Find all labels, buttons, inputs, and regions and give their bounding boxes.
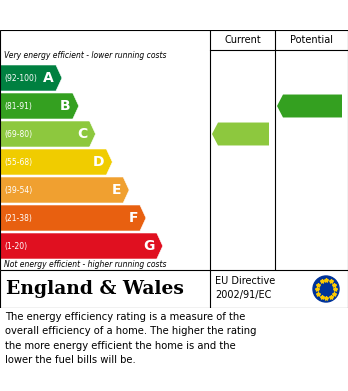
Text: (81-91): (81-91): [4, 102, 32, 111]
Polygon shape: [0, 205, 146, 231]
Text: F: F: [128, 211, 138, 225]
Text: D: D: [93, 155, 104, 169]
Text: (92-100): (92-100): [4, 74, 37, 83]
Polygon shape: [0, 149, 112, 175]
Text: Potential: Potential: [290, 35, 333, 45]
Text: 73: 73: [233, 127, 254, 142]
Polygon shape: [0, 93, 79, 119]
Circle shape: [313, 276, 339, 302]
Text: Very energy efficient - lower running costs: Very energy efficient - lower running co…: [4, 51, 166, 60]
Text: E: E: [112, 183, 121, 197]
Text: (21-38): (21-38): [4, 213, 32, 222]
Text: EU Directive
2002/91/EC: EU Directive 2002/91/EC: [215, 276, 275, 300]
Polygon shape: [0, 121, 96, 147]
Text: B: B: [60, 99, 71, 113]
Text: (55-68): (55-68): [4, 158, 32, 167]
Polygon shape: [0, 233, 163, 259]
Text: The energy efficiency rating is a measure of the
overall efficiency of a home. T: The energy efficiency rating is a measur…: [5, 312, 256, 365]
Text: Not energy efficient - higher running costs: Not energy efficient - higher running co…: [4, 260, 166, 269]
Text: 81: 81: [302, 99, 323, 113]
Text: A: A: [43, 71, 54, 85]
Text: England & Wales: England & Wales: [6, 280, 184, 298]
Polygon shape: [0, 65, 62, 91]
Text: C: C: [77, 127, 88, 141]
Text: (1-20): (1-20): [4, 242, 27, 251]
Text: Current: Current: [224, 35, 261, 45]
Polygon shape: [277, 95, 342, 117]
Text: (69-80): (69-80): [4, 129, 32, 138]
Text: G: G: [143, 239, 155, 253]
Text: Energy Efficiency Rating: Energy Efficiency Rating: [7, 6, 236, 24]
Polygon shape: [212, 122, 269, 145]
Text: (39-54): (39-54): [4, 185, 32, 194]
Polygon shape: [0, 177, 129, 203]
